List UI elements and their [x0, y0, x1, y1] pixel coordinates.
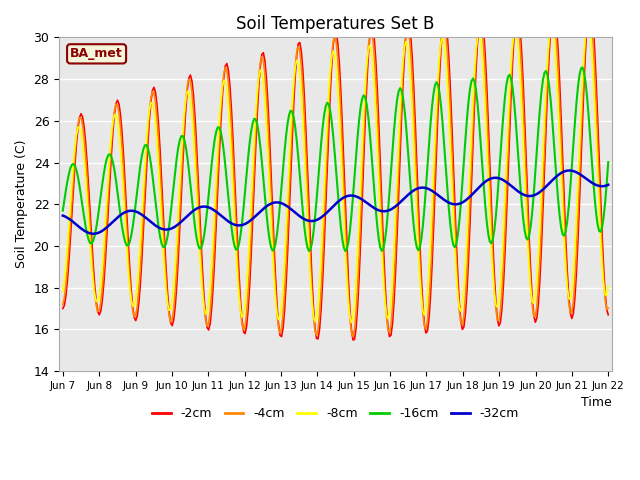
-4cm	[221, 65, 229, 71]
Legend: -2cm, -4cm, -8cm, -16cm, -32cm: -2cm, -4cm, -8cm, -16cm, -32cm	[147, 402, 524, 425]
-32cm	[604, 182, 612, 188]
-4cm	[126, 276, 134, 282]
-16cm	[604, 159, 612, 165]
Line: -4cm: -4cm	[63, 10, 608, 336]
-8cm	[240, 312, 248, 318]
-4cm	[575, 176, 583, 182]
-8cm	[249, 167, 257, 173]
-4cm	[585, 7, 593, 12]
-8cm	[126, 284, 134, 290]
-32cm	[127, 208, 135, 214]
Y-axis label: Soil Temperature (C): Soil Temperature (C)	[15, 140, 28, 268]
X-axis label: Time: Time	[581, 396, 612, 409]
Text: BA_met: BA_met	[70, 48, 123, 60]
-8cm	[59, 288, 67, 294]
-32cm	[59, 213, 67, 218]
-2cm	[604, 312, 612, 318]
-4cm	[298, 63, 305, 69]
-32cm	[223, 217, 231, 223]
Line: -32cm: -32cm	[63, 170, 608, 234]
-16cm	[575, 73, 583, 79]
-16cm	[249, 120, 257, 126]
-2cm	[575, 201, 583, 207]
-8cm	[604, 284, 612, 289]
-8cm	[221, 79, 229, 85]
-32cm	[90, 231, 97, 237]
-4cm	[604, 305, 612, 311]
-2cm	[221, 63, 229, 69]
-2cm	[59, 306, 67, 312]
-16cm	[579, 64, 586, 70]
-2cm	[298, 49, 305, 55]
-4cm	[349, 334, 357, 339]
-2cm	[249, 216, 257, 222]
Line: -16cm: -16cm	[63, 67, 608, 251]
-2cm	[126, 264, 134, 270]
-2cm	[240, 329, 248, 335]
Line: -8cm: -8cm	[63, 24, 608, 323]
-32cm	[565, 168, 573, 173]
-2cm	[349, 337, 357, 343]
-8cm	[585, 21, 593, 26]
-32cm	[299, 216, 307, 221]
-16cm	[298, 192, 305, 197]
-2cm	[586, 1, 594, 7]
-16cm	[126, 240, 134, 245]
-4cm	[59, 302, 67, 308]
-16cm	[221, 163, 229, 169]
-8cm	[575, 144, 583, 150]
-4cm	[240, 327, 248, 333]
-16cm	[59, 208, 67, 214]
Title: Soil Temperatures Set B: Soil Temperatures Set B	[236, 15, 435, 33]
-16cm	[342, 248, 349, 254]
-16cm	[240, 204, 248, 210]
-8cm	[298, 92, 305, 97]
-32cm	[241, 221, 249, 227]
-32cm	[577, 172, 585, 178]
Line: -2cm: -2cm	[63, 4, 608, 340]
-8cm	[348, 320, 355, 325]
-32cm	[250, 215, 258, 220]
-4cm	[249, 194, 257, 200]
